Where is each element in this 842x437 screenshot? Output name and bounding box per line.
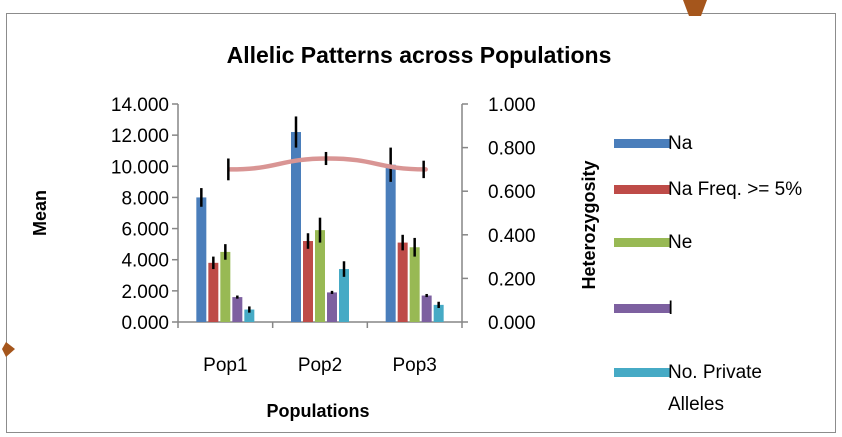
left-corner-marker — [2, 342, 15, 357]
bar — [220, 251, 231, 322]
top-corner-marker — [683, 0, 707, 16]
bar — [339, 269, 349, 322]
x-axis-title: Populations — [267, 401, 370, 421]
bar — [232, 297, 243, 322]
legend-label: Na — [668, 133, 693, 154]
y-tick-label: 8.000 — [121, 188, 169, 209]
bar — [315, 230, 325, 322]
bar — [397, 242, 408, 322]
legend-swatch — [614, 185, 670, 194]
y-tick-label: 4.000 — [121, 251, 169, 272]
y-tick-label: 12.000 — [111, 126, 169, 147]
legend-swatch — [614, 139, 670, 148]
legend-label: I — [668, 298, 673, 319]
legend: Na Na Freq. >= 5% Ne I No. Private Alleles — [614, 133, 802, 415]
chart-frame — [6, 13, 836, 433]
bar — [327, 292, 337, 322]
y-tick-label: 14.000 — [111, 95, 169, 116]
decorative-corner-markers — [2, 0, 707, 357]
y2-tick-label: 0.200 — [488, 269, 536, 290]
x-tick-label: Pop3 — [392, 355, 436, 376]
bar — [303, 241, 313, 322]
bar — [196, 197, 207, 322]
legend-swatch — [614, 238, 670, 247]
y-ticks: 0.000 2.000 4.000 6.000 8.000 10.000 12.000 14.… — [111, 95, 178, 334]
y2-tick-label: 0.000 — [488, 313, 536, 334]
x-tick-label: Pop1 — [203, 355, 247, 376]
y-tick-label: 10.000 — [111, 157, 169, 178]
bar — [409, 247, 420, 322]
bar — [244, 309, 255, 322]
bar — [433, 304, 444, 322]
y-axis-title: Mean — [30, 190, 50, 236]
bar — [291, 132, 301, 322]
legend-swatch — [614, 368, 670, 377]
y2-axis-title: Heterozygosity — [579, 160, 599, 289]
bar — [385, 164, 396, 322]
y2-tick-label: 0.600 — [488, 182, 536, 203]
y2-tick-label: 0.400 — [488, 226, 536, 247]
heterozygosity-line-path — [228, 156, 428, 172]
y2-ticks: 0.000 0.200 0.400 0.600 0.800 1.000 — [462, 95, 536, 334]
legend-label-continued: Alleles — [668, 394, 724, 415]
legend-label: Na Freq. >= 5% — [668, 179, 802, 200]
y2-tick-label: 0.800 — [488, 139, 536, 160]
y-tick-label: 2.000 — [121, 282, 169, 303]
bar — [208, 262, 219, 322]
y-tick-label: 6.000 — [121, 220, 169, 241]
heterozygosity-line — [227, 151, 428, 181]
x-tick-label: Pop2 — [298, 355, 342, 376]
legend-label: No. Private — [668, 362, 762, 383]
chart-title: Allelic Patterns across Populations — [227, 42, 612, 68]
y2-tick-label: 1.000 — [488, 95, 536, 116]
bars — [196, 116, 444, 322]
x-ticks: Pop1 Pop2 Pop3 — [177, 322, 463, 376]
bar — [421, 295, 432, 322]
legend-swatch — [614, 304, 670, 313]
legend-label: Ne — [668, 232, 692, 253]
y-tick-label: 0.000 — [121, 313, 169, 334]
